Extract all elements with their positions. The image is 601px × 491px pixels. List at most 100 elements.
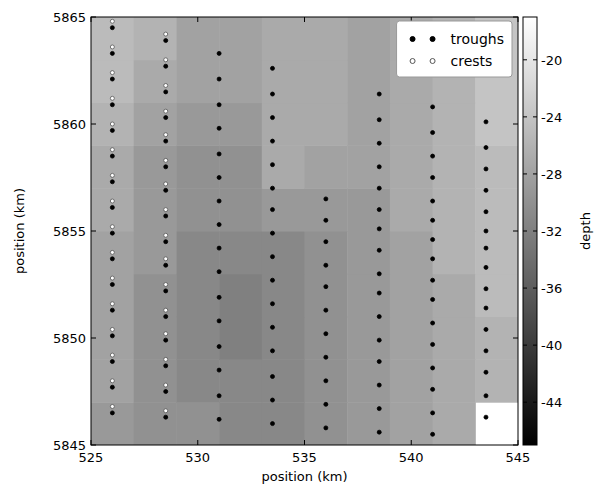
depth-cell xyxy=(134,274,177,317)
depth-cell xyxy=(305,17,348,60)
depth-cell xyxy=(390,317,433,360)
point xyxy=(484,167,488,171)
y-tick-right xyxy=(513,445,518,446)
depth-cell xyxy=(219,145,262,188)
depth-cell xyxy=(134,17,177,60)
legend: troughscrests xyxy=(397,21,512,77)
point xyxy=(164,133,168,137)
depth-cell xyxy=(305,145,348,188)
point xyxy=(110,327,114,331)
depth-cell xyxy=(91,17,134,60)
depth-cell xyxy=(390,402,433,445)
x-tick xyxy=(91,440,92,445)
point xyxy=(217,368,221,372)
point xyxy=(110,45,114,49)
point xyxy=(324,240,328,244)
legend-marker xyxy=(410,37,415,42)
depth-cell xyxy=(91,145,134,188)
depth-cell xyxy=(347,317,390,360)
point xyxy=(164,289,168,293)
point xyxy=(110,148,114,152)
x-tick-top xyxy=(91,17,92,22)
point xyxy=(324,402,328,406)
depth-cell xyxy=(91,402,134,445)
point xyxy=(110,411,114,415)
x-tick-label: 530 xyxy=(185,450,210,465)
point xyxy=(110,26,114,30)
point xyxy=(110,180,114,184)
point xyxy=(164,315,168,319)
point xyxy=(484,306,488,310)
colorbar-tick-label: -32 xyxy=(541,224,562,239)
point xyxy=(484,327,488,331)
point xyxy=(164,182,168,186)
depth-cell xyxy=(91,274,134,317)
point xyxy=(217,319,221,323)
point xyxy=(270,66,274,70)
depth-cell xyxy=(305,103,348,146)
point xyxy=(110,250,114,254)
depth-cell xyxy=(262,188,305,231)
depth-cell xyxy=(262,60,305,103)
point xyxy=(270,398,274,402)
depth-cell xyxy=(347,274,390,317)
point xyxy=(377,430,381,434)
point xyxy=(164,257,168,261)
x-tick xyxy=(197,440,198,445)
y-tick-right xyxy=(513,124,518,125)
depth-cell xyxy=(219,402,262,445)
point xyxy=(484,146,488,150)
y-tick-right xyxy=(513,231,518,232)
point xyxy=(431,432,435,436)
point xyxy=(110,71,114,75)
point xyxy=(164,158,168,162)
x-tick-label: 535 xyxy=(292,450,317,465)
depth-cell xyxy=(433,274,476,317)
point xyxy=(431,321,435,325)
depth-cell xyxy=(262,17,305,60)
point xyxy=(164,357,168,361)
point xyxy=(164,58,168,62)
colorbar xyxy=(523,17,537,445)
colorbar-tick xyxy=(523,288,527,289)
depth-cell xyxy=(347,103,390,146)
point xyxy=(377,208,381,212)
point xyxy=(377,186,381,190)
point xyxy=(484,229,488,233)
legend-label: crests xyxy=(451,53,493,69)
y-tick xyxy=(91,124,96,125)
y-tick-label: 5850 xyxy=(53,331,86,346)
point xyxy=(164,139,168,143)
point xyxy=(377,291,381,295)
point xyxy=(324,218,328,222)
depth-cell xyxy=(134,188,177,231)
point xyxy=(164,233,168,237)
point xyxy=(484,415,488,419)
depth-cell xyxy=(305,231,348,274)
depth-cell xyxy=(433,145,476,188)
point xyxy=(164,116,168,120)
point xyxy=(110,225,114,229)
depth-cell xyxy=(91,188,134,231)
point xyxy=(431,257,435,261)
point xyxy=(431,366,435,370)
colorbar-tick xyxy=(523,231,527,232)
point xyxy=(164,90,168,94)
point xyxy=(110,360,114,364)
depth-cell xyxy=(390,359,433,402)
x-tick-label: 545 xyxy=(506,450,531,465)
point xyxy=(164,338,168,342)
x-tick-top xyxy=(304,17,305,22)
point xyxy=(164,208,168,212)
point xyxy=(110,276,114,280)
x-tick xyxy=(518,440,519,445)
point xyxy=(110,51,114,55)
legend-marker xyxy=(430,59,435,64)
point xyxy=(484,349,488,353)
point xyxy=(324,197,328,201)
point xyxy=(324,308,328,312)
point xyxy=(217,394,221,398)
point xyxy=(110,257,114,261)
x-tick-top xyxy=(518,17,519,22)
y-tick-label: 5845 xyxy=(53,438,86,453)
